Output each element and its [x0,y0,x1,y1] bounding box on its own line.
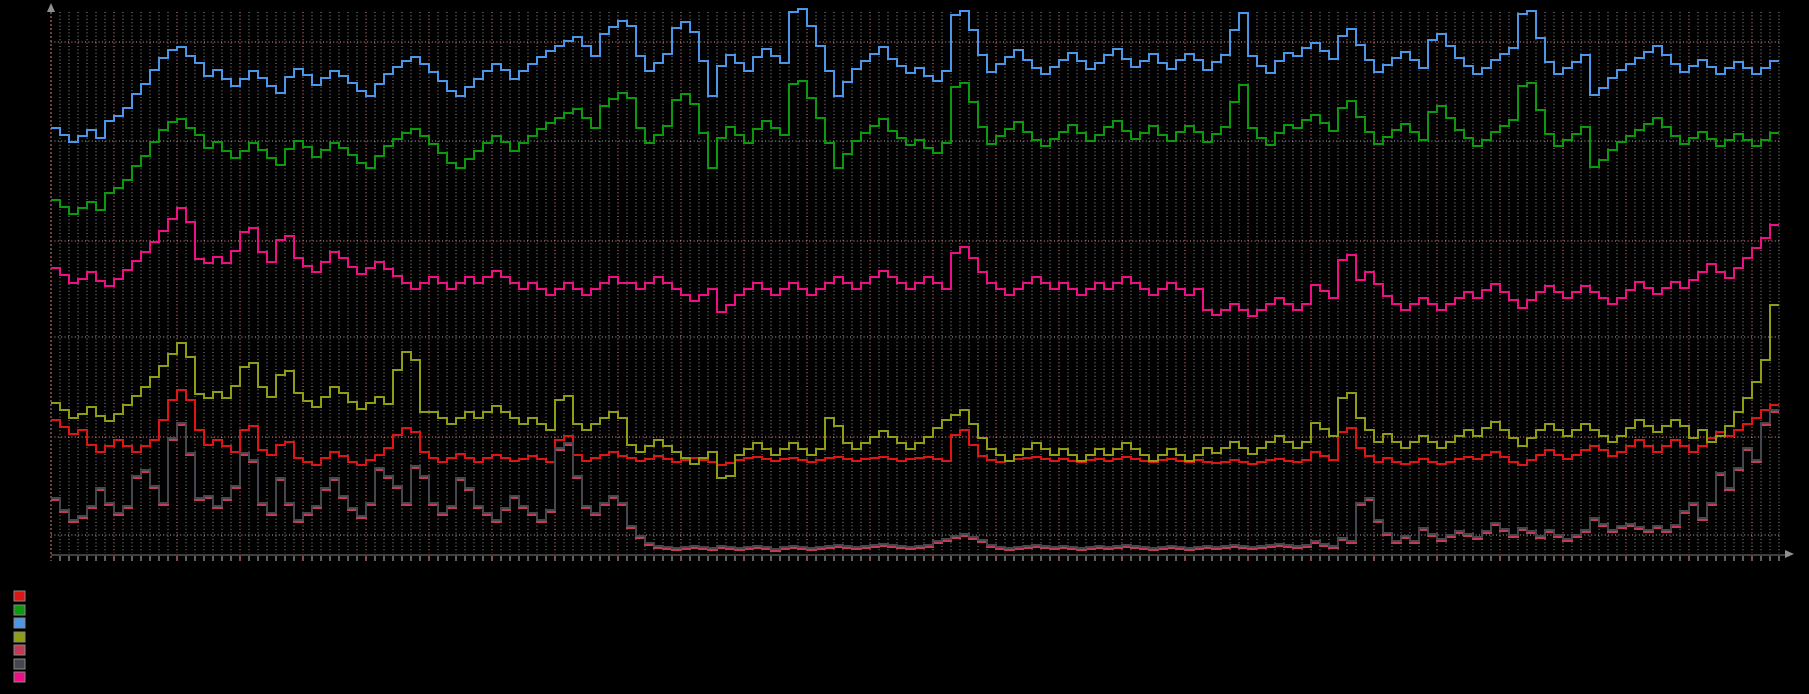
series-green-line [51,80,1779,215]
horizontal-gridlines [51,41,1781,536]
series-gray-line [51,409,1779,550]
series-magenta-line [51,207,1779,317]
series-blue-line [51,8,1779,143]
legend-swatch-green [13,604,26,616]
legend-swatch-gray [13,658,26,670]
legend-swatch-blue [13,617,26,629]
legend-swatch-olive [13,631,26,643]
legend-swatch-crimson [13,644,26,656]
legend [13,590,26,683]
legend-swatch-red [13,590,26,602]
x-axis-arrow-icon [1785,550,1794,558]
series-red-line [51,389,1779,466]
series-olive-line [51,304,1779,479]
y-axis-arrow-icon [47,3,55,12]
legend-swatch-magenta [13,671,26,683]
